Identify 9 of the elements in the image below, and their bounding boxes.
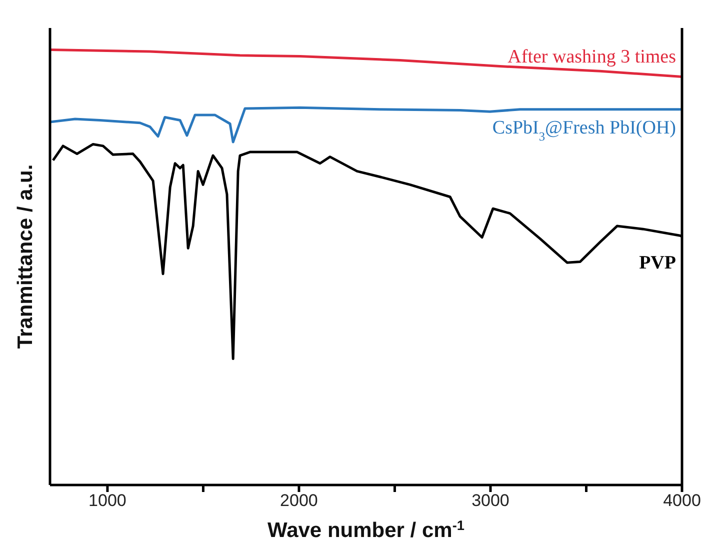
x-tick-label: 2000 xyxy=(280,491,318,510)
series-label: CsPbI$_{3}$@Fresh PbI(OH) xyxy=(492,117,676,144)
series-label: After washing 3 times xyxy=(508,46,676,68)
x-tick-label: 1000 xyxy=(88,491,126,510)
x-axis-title: Wave number / cm$^{-1}$ xyxy=(268,518,465,542)
x-tick-label: 4000 xyxy=(663,491,701,510)
series-label: PVP xyxy=(639,252,676,274)
x-tick-label: 3000 xyxy=(472,491,510,510)
y-axis-title: Tranmittance / a.u. xyxy=(14,164,37,349)
